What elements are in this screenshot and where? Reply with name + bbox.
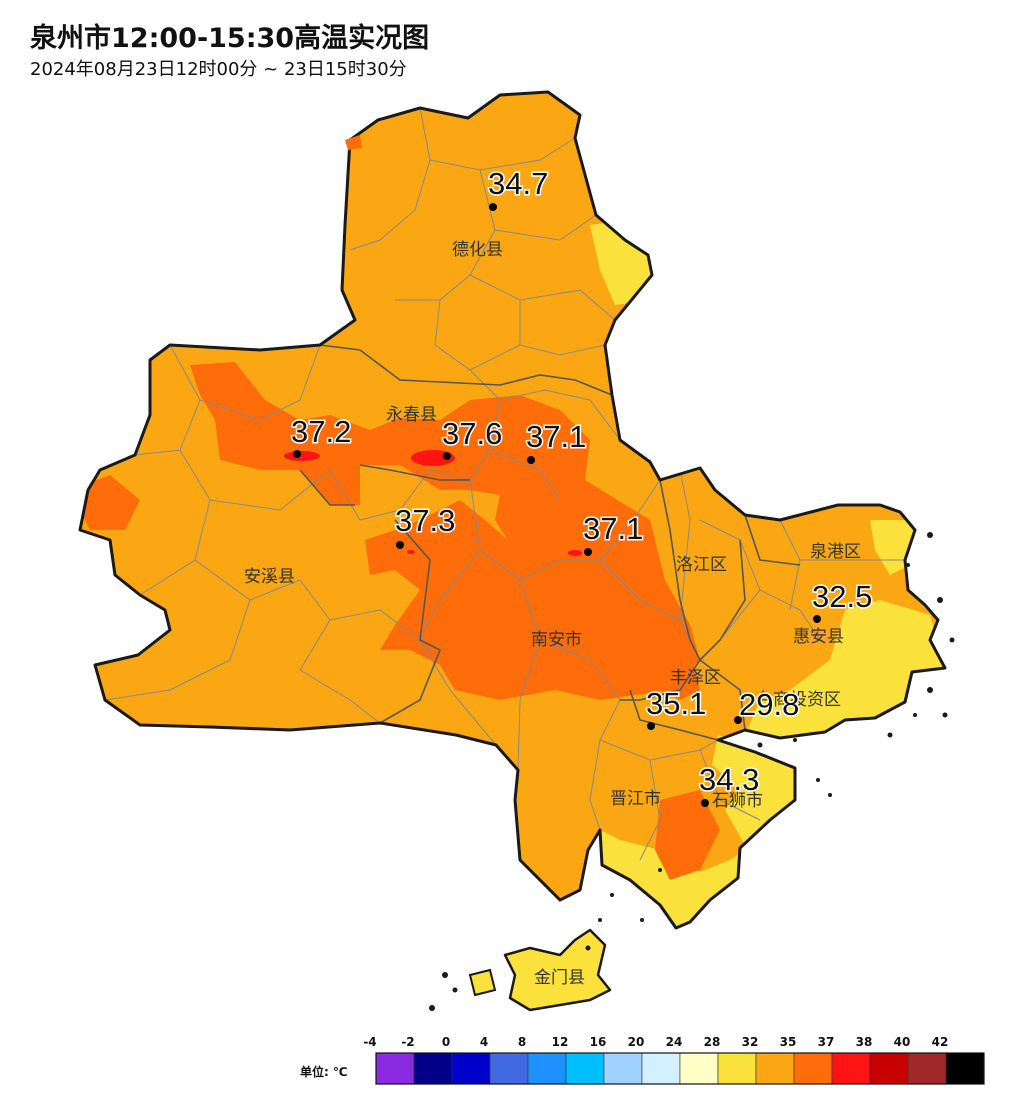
station-dot [647, 722, 655, 730]
temp-label-yongchun: 37.6 [442, 416, 502, 451]
station-dot [584, 548, 592, 556]
zone-37-38-nanan [568, 550, 582, 556]
legend-swatch [489, 1052, 529, 1085]
legend-swatch [793, 1052, 833, 1085]
legend-tick-label: 16 [590, 1035, 607, 1049]
small-island [468, 968, 497, 997]
station-dot [489, 203, 497, 211]
zone-37-38-anxi-e [407, 550, 415, 554]
legend-ticks: -4 -2 0 4 8 12 16 20 24 28 32 35 37 38 40 42 [363, 1035, 948, 1049]
legend-tick-label: 35 [780, 1035, 797, 1049]
station-dot [443, 452, 451, 460]
county-label-yongchun: 永春县 [386, 405, 437, 425]
station-dot [396, 541, 404, 549]
legend-swatch [831, 1052, 871, 1085]
legend-swatches [375, 1052, 985, 1085]
zone-35-37-central [190, 362, 700, 700]
legend-swatch [641, 1052, 681, 1085]
temp-label-huian: 32.5 [812, 579, 872, 614]
legend-swatch [945, 1052, 985, 1085]
legend: 单位: ℃ -4 -2 0 4 8 12 16 20 24 28 32 35 37 38 40 42 [300, 1035, 985, 1085]
legend-tick-label: 20 [628, 1035, 645, 1049]
temp-label-shishi: 34.3 [699, 762, 759, 797]
county-label-nanan: 南安市 [531, 630, 582, 650]
legend-swatch [375, 1052, 415, 1085]
legend-tick-label: 32 [742, 1035, 759, 1049]
temp-label-anxi-e: 37.3 [395, 503, 455, 538]
station-dot [734, 716, 742, 724]
legend-tick-label: 38 [856, 1035, 873, 1049]
legend-swatch [413, 1052, 453, 1085]
station-dot [701, 799, 709, 807]
legend-tick-label: 8 [518, 1035, 526, 1049]
county-label-jinjiang: 晋江市 [610, 789, 661, 809]
legend-swatch [527, 1052, 567, 1085]
station-dot [813, 615, 821, 623]
county-label-taishang: 台商投资区 [756, 690, 841, 710]
legend-unit-label: 单位: ℃ [300, 1064, 348, 1079]
county-label-anxi: 安溪县 [244, 567, 295, 587]
page-subtitle: 2024年08月23日12时00分 ~ 23日15时30分 [30, 59, 407, 80]
county-boundaries [299, 344, 801, 741]
legend-tick-label: 4 [480, 1035, 488, 1049]
legend-tick-label: 12 [552, 1035, 569, 1049]
county-label-jinmen: 金门县 [534, 968, 585, 988]
legend-frame [375, 1052, 985, 1085]
legend-tick-label: 42 [932, 1035, 949, 1049]
legend-tick-label: 40 [894, 1035, 911, 1049]
temp-label-yongchun-e: 37.1 [526, 419, 586, 454]
page-title: 泉州市12:00-15:30高温实况图 [30, 23, 430, 54]
station-dot [293, 450, 301, 458]
islets [429, 532, 955, 1011]
jinmen-island [503, 928, 612, 1012]
county-label-luojiang: 洛江区 [676, 555, 727, 575]
county-label-fengze: 丰泽区 [670, 668, 721, 688]
legend-tick-label: 0 [442, 1035, 450, 1049]
temp-label-dehua: 34.7 [488, 166, 548, 201]
county-label-huian: 惠安县 [793, 627, 844, 647]
legend-swatch [603, 1052, 643, 1085]
temp-label-fengze: 35.1 [646, 686, 706, 721]
legend-tick-label: -2 [401, 1035, 414, 1049]
station-dot [527, 456, 535, 464]
legend-tick-label: -4 [363, 1035, 376, 1049]
county-label-dehua: 德化县 [452, 240, 503, 260]
legend-tick-label: 37 [818, 1035, 835, 1049]
zone-35-37-dehua-nw [345, 135, 362, 150]
legend-tick-label: 28 [704, 1035, 721, 1049]
county-label-quangang: 泉港区 [810, 542, 861, 562]
station-markers [293, 203, 821, 807]
temp-label-taishang: 29.8 [739, 687, 799, 722]
legend-swatch [565, 1052, 605, 1085]
legend-swatch [755, 1052, 795, 1085]
zone-35-37-south [655, 650, 700, 700]
legend-swatch [451, 1052, 491, 1085]
zone-35-37-jinjiang [655, 790, 720, 880]
temp-label-nanan: 37.1 [583, 511, 643, 546]
county-label-shishi: 石狮市 [712, 791, 763, 811]
legend-swatch [717, 1052, 757, 1085]
legend-swatch [907, 1052, 947, 1085]
legend-swatch [869, 1052, 909, 1085]
zone-37-38-anxi [284, 451, 320, 461]
temp-label-anxi: 37.2 [291, 414, 351, 449]
coastline-outline [78, 90, 947, 930]
legend-tick-label: 24 [666, 1035, 683, 1049]
legend-swatch [679, 1052, 719, 1085]
